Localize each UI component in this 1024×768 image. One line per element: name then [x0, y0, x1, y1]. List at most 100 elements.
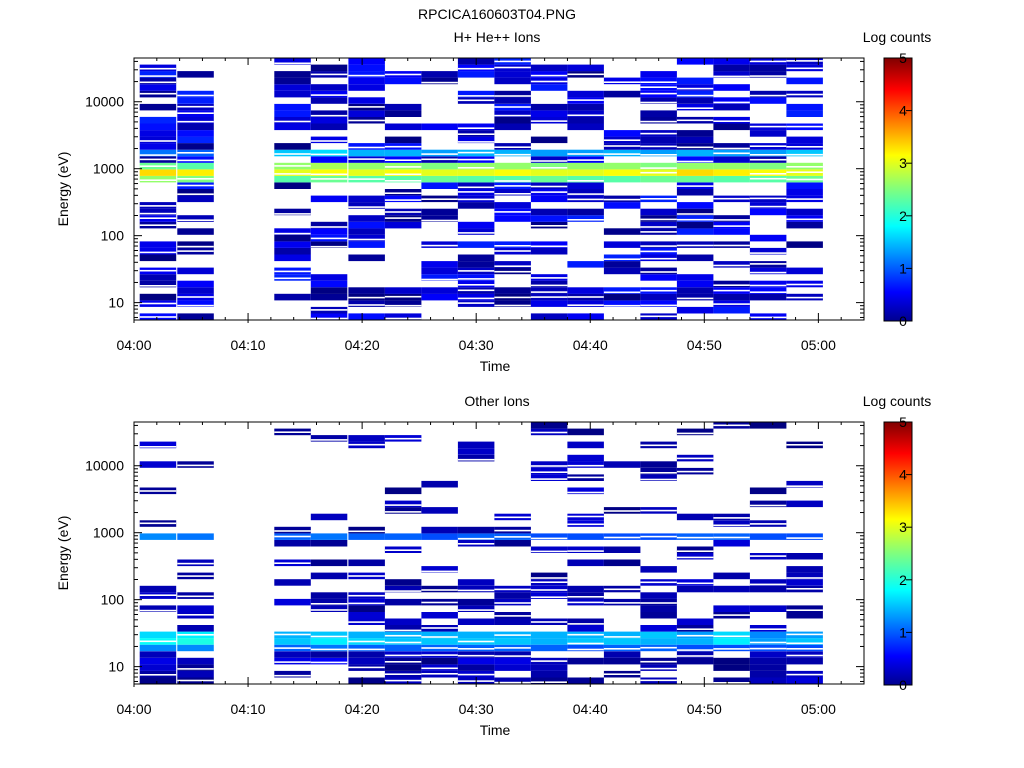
heatmap-cell [786, 189, 823, 196]
heatmap-gap [177, 595, 214, 598]
heatmap-gap [749, 205, 787, 208]
heatmap-gap [384, 317, 422, 320]
heatmap-cell [457, 169, 495, 176]
heatmap-cell [530, 592, 568, 599]
heatmap-cell [494, 215, 531, 222]
heatmap-cell [384, 664, 422, 671]
heatmap-cell [177, 638, 214, 645]
y-tick-label: 10 [108, 659, 124, 675]
plot-other-ions: Other Ions 04:00 04:10 04:20 04:30 04:40 04:5… [55, 393, 931, 738]
heatmap-cell [713, 261, 750, 268]
heatmap-gap [177, 464, 214, 467]
heatmap-cell [177, 644, 214, 652]
heatmap-cell [713, 533, 750, 540]
heatmap-cell [640, 598, 677, 606]
heatmap-gap [139, 158, 177, 161]
heatmap-gap [421, 81, 458, 84]
heatmap-gap [603, 588, 641, 591]
heatmap-gap [139, 446, 177, 448]
heatmap-gap [348, 238, 385, 241]
heatmap-gap [713, 120, 750, 122]
heatmap-cell [603, 241, 641, 248]
heatmap-cell [676, 618, 714, 625]
heatmap-gap [530, 245, 568, 248]
heatmap-cell [676, 533, 714, 540]
heatmap-gap [786, 588, 823, 590]
heatmap-gap [457, 609, 495, 611]
heatmap-cell [640, 221, 677, 229]
heatmap-cell [640, 162, 677, 170]
heatmap-gap [749, 154, 787, 156]
heatmap-gap [676, 146, 714, 149]
heatmap-cell [139, 64, 177, 72]
colorbar-tick-label: 2 [899, 208, 907, 224]
heatmap-gap [457, 537, 495, 540]
heatmap-cell [749, 247, 787, 255]
heatmap-cell [274, 143, 311, 150]
heatmap-gap [177, 679, 214, 682]
heatmap-gap [530, 225, 568, 227]
heatmap-cell [749, 500, 787, 508]
heatmap-cell [457, 162, 495, 170]
heatmap-gap [384, 173, 422, 176]
heatmap-cell [676, 585, 714, 593]
heatmap-cell [421, 480, 458, 488]
heatmap-gap [139, 224, 177, 226]
heatmap-cell [749, 293, 787, 301]
heatmap-gap [177, 94, 214, 97]
heatmap-cell [384, 651, 422, 658]
heatmap-cell [274, 670, 311, 678]
colorbar-tick-label: 0 [899, 313, 907, 329]
heatmap-gap [640, 660, 677, 663]
heatmap-cell [530, 215, 568, 222]
heatmap-cell [310, 116, 348, 124]
heatmap-cell [530, 670, 568, 678]
heatmap-gap [384, 145, 422, 148]
heatmap-gap [676, 536, 714, 539]
heatmap-cell [310, 162, 348, 170]
heatmap-gap [640, 535, 677, 538]
heatmap-cell [384, 631, 422, 639]
heatmap-cell [603, 77, 641, 85]
heatmap-gap [494, 245, 531, 247]
x-tick-label: 04:30 [459, 337, 494, 353]
heatmap-cell [676, 156, 714, 163]
heatmap-cell [177, 156, 214, 163]
heatmap-gap [567, 73, 604, 76]
heatmap-cell [676, 579, 714, 586]
heatmap-cell [713, 631, 750, 639]
heatmap-gap [640, 478, 677, 481]
heatmap-gap [139, 92, 177, 95]
heatmap-gap [139, 251, 177, 254]
x-tick-label: 04:00 [116, 701, 151, 717]
heatmap-gap [310, 245, 348, 248]
heatmap-gap [457, 654, 495, 657]
heatmap-cell [177, 664, 214, 671]
heatmap-cell [640, 71, 677, 78]
heatmap-gap [786, 93, 823, 96]
heatmap-cell [177, 169, 214, 176]
heatmap-gap [274, 431, 311, 433]
heatmap-cell [749, 202, 787, 209]
heatmap-gap [640, 81, 677, 83]
heatmap-gap [310, 309, 348, 311]
heatmap-cell [530, 156, 568, 163]
heatmap-cell [421, 274, 458, 281]
heatmap-cell [348, 71, 385, 78]
heatmap-gap [640, 602, 677, 604]
heatmap-cell [274, 247, 311, 255]
heatmap-gap [139, 81, 177, 84]
heatmap-cell [676, 202, 714, 209]
colorbar-tick-label: 5 [899, 50, 907, 66]
heatmap-cell [749, 670, 787, 678]
colorbar-tick-label: 1 [899, 624, 907, 640]
heatmap-cell [310, 644, 348, 652]
heatmap-gap [530, 277, 568, 279]
heatmap-cell [421, 215, 458, 222]
heatmap-gap [310, 73, 348, 76]
heatmap-gap [274, 232, 311, 235]
colorbar-tick-label: 1 [899, 260, 907, 276]
heatmap-cell [494, 261, 531, 268]
heatmap-gap [384, 180, 422, 182]
heatmap-cell [274, 77, 311, 85]
